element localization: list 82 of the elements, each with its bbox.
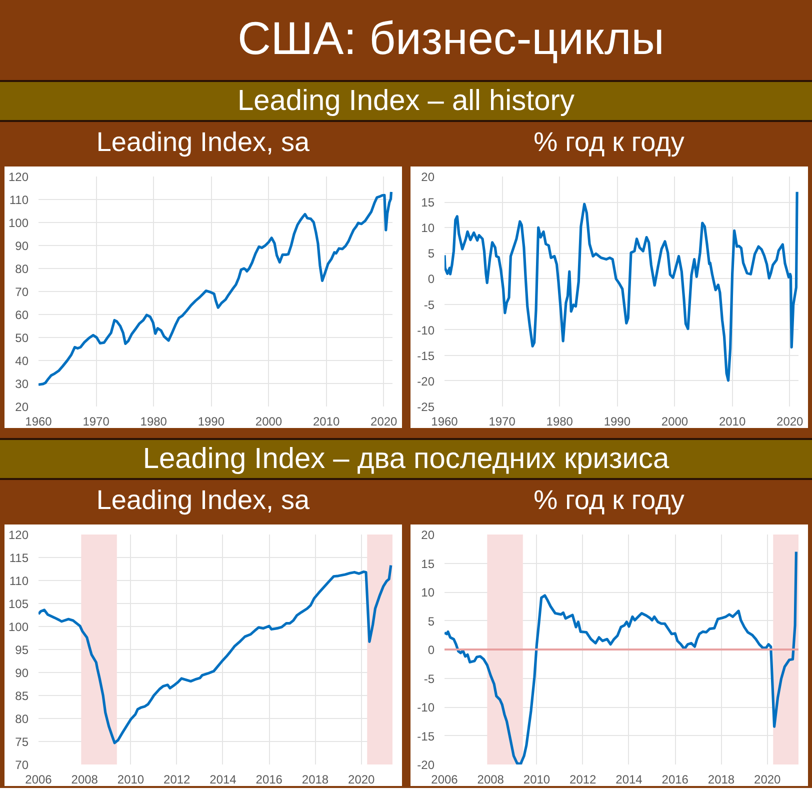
- x-tick-label: 1960: [25, 414, 52, 428]
- text: США: бизнес-циклы: [238, 11, 664, 66]
- y-tick-label: 75: [15, 735, 29, 749]
- x-tick-label: 2010: [523, 772, 550, 786]
- x-tick-label: 2016: [662, 772, 689, 786]
- y-tick-label: 5: [428, 246, 435, 261]
- y-tick-label: 50: [15, 331, 29, 345]
- y-tick-label: 60: [15, 308, 29, 322]
- x-tick-label: 2020: [776, 414, 804, 428]
- y-tick-label: -15: [417, 729, 435, 744]
- text: Leading Index – all history: [238, 84, 574, 119]
- x-tick-label: 2006: [25, 772, 52, 786]
- y-tick-label: 110: [9, 193, 29, 207]
- x-tick-label: 2014: [616, 772, 643, 786]
- y-tick-label: 15: [421, 556, 435, 571]
- y-tick-label: 70: [15, 758, 29, 772]
- x-tick-label: 2008: [477, 772, 504, 786]
- x-tick-label: 2018: [302, 772, 329, 786]
- chart-title: Leading Index, sa: [96, 126, 310, 159]
- x-tick-label: 2000: [661, 414, 688, 428]
- y-tick-label: 40: [15, 354, 29, 368]
- y-tick-label: 10: [421, 221, 435, 236]
- y-tick-label: 10: [421, 586, 435, 600]
- y-tick-label: 110: [9, 574, 29, 588]
- x-tick-label: 1980: [546, 414, 574, 428]
- x-tick-label: 2020: [754, 772, 782, 786]
- y-tick-label: -5: [424, 672, 435, 686]
- x-tick-label: 2020: [348, 772, 376, 786]
- x-tick-label: 1990: [198, 414, 225, 428]
- y-tick-label: -15: [417, 348, 435, 363]
- y-tick-label: 30: [15, 377, 29, 391]
- x-tick-label: 2012: [570, 772, 597, 786]
- y-tick-label: 95: [15, 643, 29, 657]
- y-tick-label: 0: [428, 643, 435, 657]
- x-tick-label: 2008: [71, 772, 98, 786]
- y-tick-label: 115: [9, 551, 29, 565]
- x-tick-label: 1970: [82, 414, 110, 428]
- y-tick-label: 80: [15, 712, 29, 726]
- line-series: [444, 190, 798, 382]
- x-tick-label: 2006: [431, 772, 458, 786]
- line-series: [38, 190, 392, 386]
- x-tick-label: 1980: [140, 414, 168, 428]
- x-tick-label: 1970: [488, 414, 516, 428]
- y-tick-label: 120: [8, 170, 29, 184]
- chart-title: Leading Index, sa: [96, 484, 310, 517]
- x-tick-label: 2010: [312, 414, 340, 428]
- y-tick-label: 70: [15, 285, 29, 299]
- line-series: [38, 564, 392, 744]
- y-tick-label: -25: [417, 400, 435, 414]
- x-tick-label: 1960: [431, 414, 458, 428]
- y-tick-label: 105: [8, 597, 29, 611]
- y-tick-label: 85: [15, 689, 29, 703]
- x-tick-label: 2010: [117, 772, 144, 786]
- y-tick-label: 5: [428, 614, 435, 628]
- y-tick-label: 20: [421, 528, 435, 542]
- line-series: [444, 550, 798, 764]
- y-tick-label: 100: [8, 620, 29, 634]
- x-tick-label: 2018: [708, 772, 735, 786]
- x-tick-label: 2012: [164, 772, 191, 786]
- x-tick-label: 2014: [210, 772, 237, 786]
- x-tick-label: 2010: [718, 414, 746, 428]
- y-tick-label: 20: [15, 400, 29, 414]
- y-tick-label: 90: [15, 666, 29, 680]
- y-tick-label: -10: [417, 700, 435, 714]
- y-tick-label: 120: [8, 528, 29, 542]
- text: Leading Index – два последних кризиса: [142, 442, 670, 477]
- x-tick-label: 2000: [255, 414, 282, 428]
- y-tick-label: 20: [421, 170, 435, 184]
- y-tick-label: -5: [424, 298, 435, 312]
- chart-title: % год к году: [534, 126, 684, 159]
- y-tick-label: 15: [421, 196, 435, 210]
- y-tick-label: 100: [8, 216, 29, 230]
- x-tick-label: 2016: [256, 772, 283, 786]
- y-tick-label: -10: [417, 323, 435, 338]
- y-tick-label: 90: [15, 239, 29, 253]
- y-tick-label: -20: [417, 374, 435, 388]
- y-tick-label: -20: [417, 758, 435, 772]
- x-tick-label: 1990: [604, 414, 631, 428]
- chart-title: % год к году: [534, 484, 684, 517]
- y-tick-label: 80: [15, 262, 29, 276]
- x-tick-label: 2020: [370, 414, 398, 428]
- y-tick-label: 0: [428, 272, 435, 286]
